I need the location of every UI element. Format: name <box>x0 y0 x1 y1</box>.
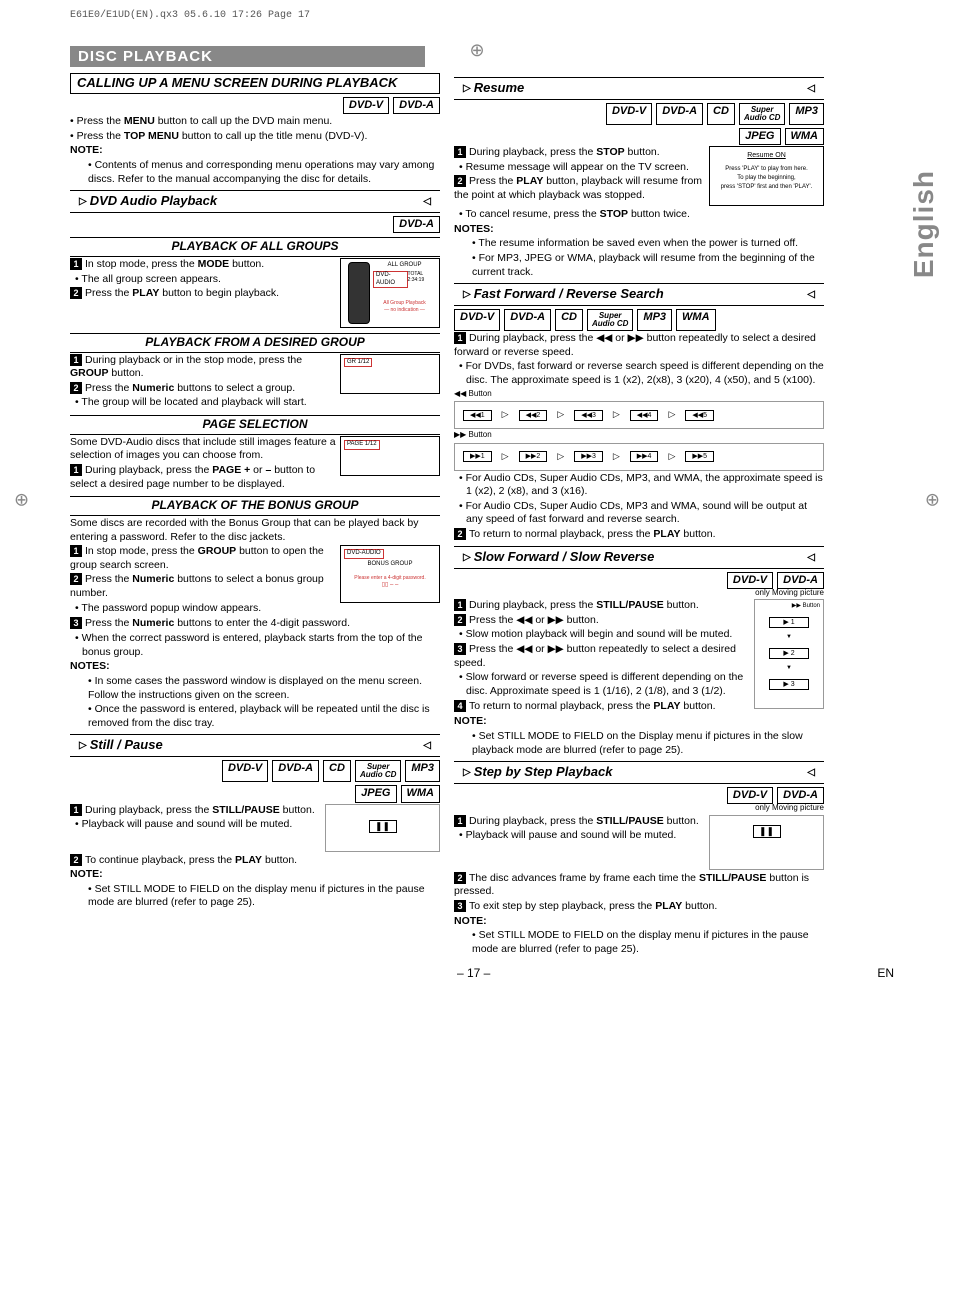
only-moving-label: only Moving picture <box>454 588 824 598</box>
format-wma: WMA <box>676 309 716 331</box>
diagram-group: GR 1/12 <box>340 354 440 394</box>
sub-playback-desired-group: PLAYBACK FROM A DESIRED GROUP <box>70 333 440 353</box>
format-mp3: MP3 <box>637 309 672 331</box>
page-number: – 17 – <box>457 966 490 980</box>
text: • For DVDs, fast forward or reverse sear… <box>454 360 824 387</box>
format-jpeg: JPEG <box>739 128 780 145</box>
diagram-step: ❚❚ <box>709 815 824 870</box>
lang-code: EN <box>877 966 894 980</box>
sub-step-by-step: ▷Step by Step Playback◁ <box>454 761 824 784</box>
format-dvdv: DVD-V <box>222 760 268 782</box>
format-mp3: MP3 <box>405 760 440 782</box>
notes-label: NOTES: <box>70 660 440 674</box>
text: • Contents of menus and corresponding me… <box>70 159 440 186</box>
text: • For Audio CDs, Super Audio CDs, MP3 an… <box>454 500 824 527</box>
note-label: NOTE: <box>70 868 440 882</box>
diagram-pause: ❚❚ <box>325 804 440 852</box>
format-dvdv: DVD-V <box>727 787 773 804</box>
sub-slow-forward: ▷Slow Forward / Slow Reverse◁ <box>454 546 824 569</box>
diagram-bonus: DVD-AUDIO BONUS GROUP Please enter a 4-d… <box>340 545 440 603</box>
right-column: ▷Resume◁ DVD-V DVD-A CD SuperAudio CD MP… <box>454 73 824 958</box>
format-dvda: DVD-A <box>272 760 319 782</box>
text: • The password popup window appears. <box>70 602 440 616</box>
text: • Set STILL MODE to FIELD on the Display… <box>454 730 824 757</box>
step-3: 3To exit step by step playback, press th… <box>454 900 824 914</box>
format-sacd: SuperAudio CD <box>739 103 785 125</box>
format-sacd: SuperAudio CD <box>587 309 633 331</box>
crop-mark-top: ⊕ <box>469 40 484 61</box>
format-dvda: DVD-A <box>504 309 551 331</box>
note-label: NOTE: <box>70 144 440 158</box>
diagram-all-groups: ALL GROUP DVD-AUDIOTOTAL 2:34:19 All Gro… <box>340 258 440 328</box>
text: • Press the MENU button to call up the D… <box>70 115 440 129</box>
format-wma: WMA <box>401 785 441 802</box>
format-dvda: DVD-A <box>777 787 824 804</box>
format-dvdv: DVD-V <box>454 309 500 331</box>
diagram-reverse-speed: ◀◀1▷ ◀◀2▷ ◀◀3▷ ◀◀4▷ ◀◀5 <box>454 401 824 429</box>
only-moving-label: only Moving picture <box>454 803 824 813</box>
step-2: 2To continue playback, press the PLAY bu… <box>70 854 440 868</box>
sub-fast-forward: ▷Fast Forward / Reverse Search◁ <box>454 283 824 306</box>
notes-label: NOTES: <box>454 223 824 237</box>
text: • Press the TOP MENU button to call up t… <box>70 130 440 144</box>
sub-page-selection: PAGE SELECTION <box>70 415 440 435</box>
box-calling-up-menu: CALLING UP A MENU SCREEN DURING PLAYBACK <box>70 73 440 94</box>
format-sacd: SuperAudio CD <box>355 760 401 782</box>
text: • The resume information be saved even w… <box>454 237 824 251</box>
format-jpeg: JPEG <box>355 785 396 802</box>
sub-dvd-audio-playback: ▷DVD Audio Playback◁ <box>70 190 440 213</box>
diagram-slow: ▶▶ Button ▶ 1 ▼ ▶ 2 ▼ ▶ 3 <box>754 599 824 709</box>
note-label: NOTE: <box>454 915 824 929</box>
format-dvda: DVD-A <box>393 97 440 114</box>
left-column: CALLING UP A MENU SCREEN DURING PLAYBACK… <box>70 73 440 958</box>
diagram-resume: Resume ON Press 'PLAY' to play from here… <box>709 146 824 206</box>
format-mp3: MP3 <box>789 103 824 125</box>
text: • For Audio CDs, Super Audio CDs, MP3, a… <box>454 472 824 499</box>
crop-mark-right: ⊕ <box>925 489 940 510</box>
sub-playback-bonus-group: PLAYBACK OF THE BONUS GROUP <box>70 496 440 516</box>
fwd-button-label: ▶▶ Button <box>454 430 824 440</box>
text: • To cancel resume, press the STOP butto… <box>454 208 824 222</box>
text: • When the correct password is entered, … <box>70 632 440 659</box>
format-cd: CD <box>555 309 583 331</box>
format-dvdv: DVD-V <box>606 103 652 125</box>
sub-playback-all-groups: PLAYBACK OF ALL GROUPS <box>70 237 440 257</box>
diagram-forward-speed: ▶▶1▷ ▶▶2▷ ▶▶3▷ ▶▶4▷ ▶▶5 <box>454 443 824 471</box>
step-2: 2The disc advances frame by frame each t… <box>454 872 824 899</box>
crop-mark-left: ⊕ <box>14 489 29 510</box>
note-label: NOTE: <box>454 715 824 729</box>
format-dvda: DVD-A <box>656 103 703 125</box>
format-cd: CD <box>323 760 351 782</box>
format-dvdv: DVD-V <box>343 97 389 114</box>
format-dvda: DVD-A <box>393 216 440 233</box>
format-wma: WMA <box>785 128 825 145</box>
text: • In some cases the password window is d… <box>70 675 440 702</box>
step-1: 1During playback, press the ◀◀ or ▶▶ but… <box>454 332 824 359</box>
step-3: 3Press the Numeric buttons to enter the … <box>70 617 440 631</box>
sub-resume: ▷Resume◁ <box>454 77 824 100</box>
text: Some discs are recorded with the Bonus G… <box>70 517 440 544</box>
format-cd: CD <box>707 103 735 125</box>
header-meta: E61E0/E1UD(EN).qx3 05.6.10 17:26 Page 17 <box>70 10 894 21</box>
language-tab: English <box>908 170 940 278</box>
text: • Set STILL MODE to FIELD on the display… <box>454 929 824 956</box>
section-bar: DISC PLAYBACK <box>70 46 425 67</box>
format-dvdv: DVD-V <box>727 572 773 589</box>
diagram-page: PAGE 1/12 <box>340 436 440 476</box>
step-2: 2To return to normal playback, press the… <box>454 528 824 542</box>
text: • The group will be located and playback… <box>70 396 440 410</box>
text: • For MP3, JPEG or WMA, playback will re… <box>454 252 824 279</box>
format-dvda: DVD-A <box>777 572 824 589</box>
text: • Once the password is entered, playback… <box>70 703 440 730</box>
footer: – 17 – EN <box>70 966 894 980</box>
sub-still-pause: ▷Still / Pause◁ <box>70 734 440 757</box>
rev-button-label: ◀◀ Button <box>454 389 824 399</box>
text: • Set STILL MODE to FIELD on the display… <box>70 883 440 910</box>
